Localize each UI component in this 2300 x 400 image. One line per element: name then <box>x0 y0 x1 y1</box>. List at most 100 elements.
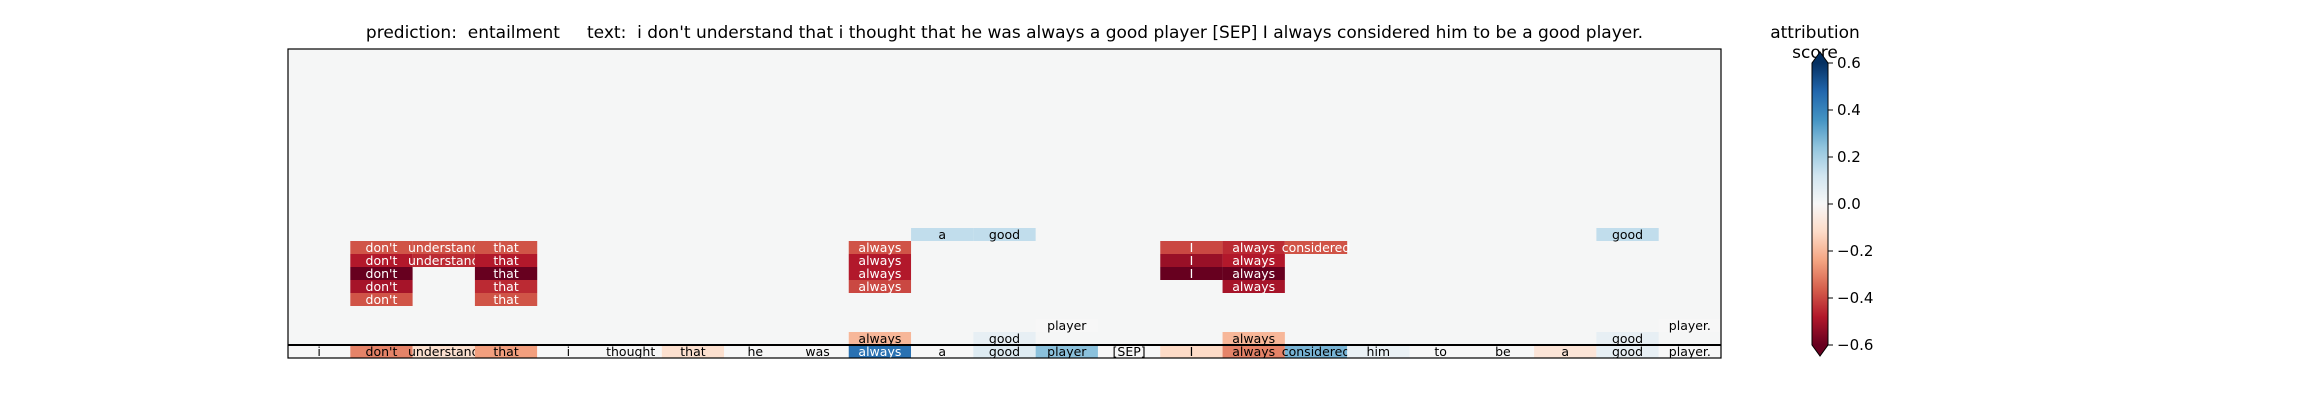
base-token-cell <box>1471 345 1535 358</box>
base-token-cell <box>786 345 849 358</box>
plot-frame <box>287 48 1722 359</box>
base-token-label: considered <box>1282 344 1351 359</box>
base-token-label: i <box>317 344 320 359</box>
token-label: always <box>1232 253 1275 268</box>
base-token-label: that <box>680 344 705 359</box>
token-label: considered <box>1282 240 1351 255</box>
token-label: always <box>858 240 901 255</box>
token-label: don't <box>366 240 398 255</box>
token-label: that <box>493 292 518 307</box>
attribution-cell <box>1035 319 1098 332</box>
token-label: that <box>493 240 518 255</box>
attribution-cell <box>1596 332 1659 345</box>
attribution-cell <box>350 267 413 280</box>
token-label: I <box>1190 266 1194 281</box>
attribution-cell <box>1160 267 1223 280</box>
base-token-cell <box>973 345 1036 358</box>
base-token-cell <box>661 345 725 358</box>
base-token-cell <box>1534 345 1597 358</box>
colorbar-tick-label: 0.0 <box>1837 195 1861 213</box>
attribution-cell <box>350 254 413 267</box>
base-token-cell <box>599 345 662 358</box>
colorbar-tick-label: −0.4 <box>1837 289 1873 307</box>
token-label: good <box>989 227 1020 242</box>
attribution-cell <box>474 254 538 267</box>
base-token-label: a <box>938 344 946 359</box>
base-token-label: don't <box>366 344 398 359</box>
attribution-cell <box>973 228 1036 241</box>
token-label: always <box>1232 279 1275 294</box>
base-token-cell <box>1097 345 1161 358</box>
attribution-cell <box>1222 241 1285 254</box>
attribution-cell <box>1596 228 1659 241</box>
token-label: a <box>938 227 946 242</box>
attribution-cell <box>474 280 538 293</box>
base-token-label: good <box>1612 344 1643 359</box>
base-token-cell <box>1160 345 1223 358</box>
base-token-cell <box>350 345 413 358</box>
base-token-label: that <box>493 344 518 359</box>
base-token-cell <box>288 345 351 358</box>
base-token-label: thought <box>606 344 655 359</box>
token-label: player <box>1047 318 1087 333</box>
base-token-cell <box>848 345 912 358</box>
prediction-label: prediction: <box>365 23 457 43</box>
token-label: good <box>1612 227 1643 242</box>
token-label: understand <box>408 240 480 255</box>
colorbar-tick-label: 0.4 <box>1837 101 1861 119</box>
attribution-cell <box>1658 319 1721 332</box>
base-token-cell <box>1035 345 1098 358</box>
base-token-cell <box>1658 345 1721 358</box>
base-token-label: always <box>858 344 901 359</box>
token-label: don't <box>366 253 398 268</box>
text-value: i don't understand that i thought that h… <box>637 23 1644 43</box>
attribution-cell <box>848 332 912 345</box>
base-token-label: I <box>1190 344 1194 359</box>
token-label: don't <box>366 292 398 307</box>
token-label: don't <box>366 266 398 281</box>
attribution-cell <box>1222 332 1285 345</box>
colorbar-tick-label: −0.2 <box>1837 242 1873 260</box>
attribution-cell <box>848 267 912 280</box>
attribution-cell <box>973 332 1036 345</box>
attribution-cell <box>911 228 974 241</box>
base-token-cell <box>1222 345 1285 358</box>
token-label: always <box>858 266 901 281</box>
colorbar-tick-label: 0.2 <box>1837 148 1861 166</box>
attribution-cell <box>1222 280 1285 293</box>
attribution-cell <box>1160 241 1223 254</box>
base-token-label: to <box>1434 344 1447 359</box>
attribution-cell <box>848 241 912 254</box>
base-token-label: was <box>805 344 829 359</box>
base-token-cell <box>412 345 475 358</box>
attribution-cell <box>474 293 538 306</box>
base-token-cell <box>1409 345 1472 358</box>
base-token-cell <box>1347 345 1410 358</box>
base-token-cell <box>474 345 538 358</box>
base-token-label: player <box>1047 344 1087 359</box>
token-label: that <box>493 266 518 281</box>
attribution-cell <box>848 280 912 293</box>
attribution-cell <box>412 254 475 267</box>
chart-title: prediction: entailment text: i don't und… <box>288 23 1721 43</box>
token-label: always <box>858 253 901 268</box>
token-label: understand <box>408 253 480 268</box>
base-token-cell <box>537 345 600 358</box>
prediction-value: entailment <box>467 23 560 43</box>
token-label: always <box>1232 331 1275 346</box>
base-token-label: i <box>567 344 570 359</box>
attribution-cell <box>1160 254 1223 267</box>
colorbar-extend-max <box>1812 52 1828 63</box>
text-label: text: <box>587 23 627 43</box>
attribution-cell <box>412 241 475 254</box>
attribution-cell <box>474 241 538 254</box>
base-token-label: be <box>1495 344 1511 359</box>
base-token-label: him <box>1367 344 1391 359</box>
colorbar-gradient <box>1812 63 1828 345</box>
token-label: always <box>858 331 901 346</box>
base-token-cell <box>1596 345 1659 358</box>
token-label: don't <box>366 279 398 294</box>
attribution-cell <box>1222 254 1285 267</box>
base-token-label: he <box>747 344 763 359</box>
token-label: good <box>989 331 1020 346</box>
